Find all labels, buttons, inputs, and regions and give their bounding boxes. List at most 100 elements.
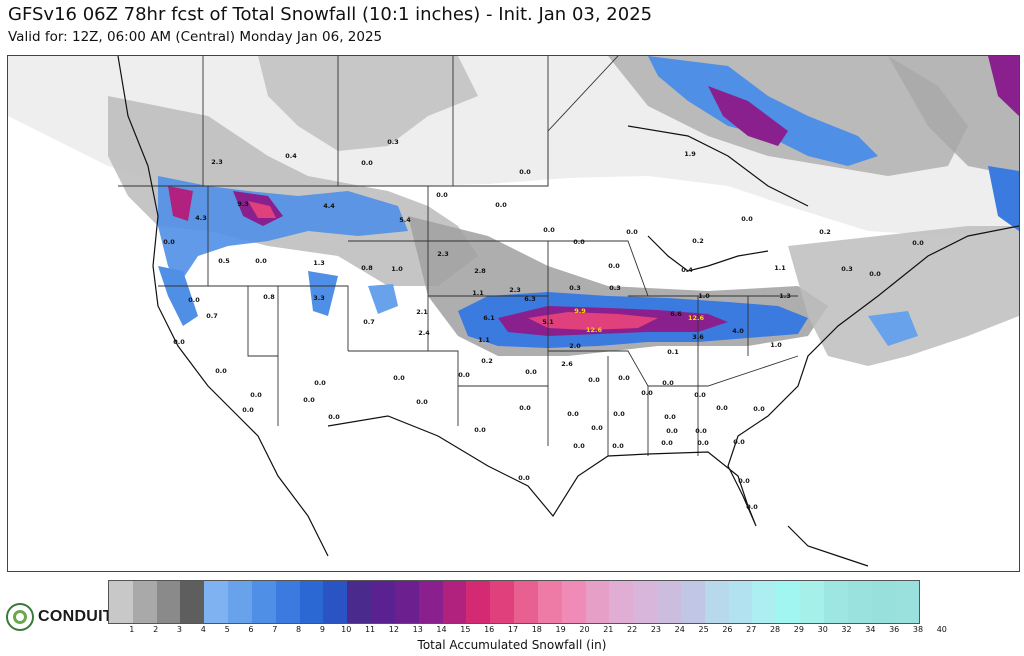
- snowfall-value-label: 0.0: [694, 391, 706, 399]
- snowfall-value-label: 0.1: [667, 348, 679, 356]
- colorbar-tick: 13: [412, 625, 423, 634]
- colorbar-tick: 36: [889, 625, 900, 634]
- snowfall-value-label: 0.0: [716, 404, 728, 412]
- colorbar-tick: 26: [722, 625, 733, 634]
- snowfall-value-label: 0.0: [519, 404, 531, 412]
- snowfall-value-label: 0.0: [458, 371, 470, 379]
- map-title: GFSv16 06Z 78hr fcst of Total Snowfall (…: [8, 4, 653, 25]
- snowfall-value-label: 4.3: [195, 214, 207, 222]
- colorbar-segment: [132, 581, 157, 623]
- snowfall-value-label: 9.9: [574, 307, 586, 315]
- colorbar-segment: [490, 581, 515, 623]
- snowfall-value-label: 0.0: [746, 503, 758, 511]
- snowfall-value-label: 0.0: [666, 427, 678, 435]
- snowfall-value-label: 0.0: [733, 438, 745, 446]
- snowfall-value-label: 0.0: [912, 239, 924, 247]
- colorbar-tick: 23: [650, 625, 662, 634]
- snowfall-value-label: 0.0: [163, 238, 175, 246]
- colorbar-tick: 27: [746, 625, 757, 634]
- colorbar-segment: [847, 581, 872, 623]
- snowfall-value-label: 0.0: [613, 410, 625, 418]
- colorbar-tick: 12: [388, 625, 399, 634]
- snowfall-value-label: 0.0: [361, 159, 373, 167]
- snowfall-value-label: 0.0: [641, 389, 653, 397]
- colorbar-tick: 38: [912, 625, 924, 634]
- snowfall-value-label: 0.0: [573, 442, 585, 450]
- valid-time-subtitle: Valid for: 12Z, 06:00 AM (Central) Monda…: [8, 29, 383, 45]
- snowfall-value-label: 2.3: [509, 286, 521, 294]
- snowfall-value-label: 0.0: [518, 474, 530, 482]
- colorbar-tick: 16: [484, 625, 495, 634]
- snowfall-value-label: 0.2: [819, 228, 831, 236]
- colorbar-tick: 1: [129, 625, 135, 634]
- colorbar-tick: 5: [224, 625, 230, 634]
- conduit-logo-icon: [6, 603, 34, 631]
- colorbar-segment: [347, 581, 372, 623]
- snowfall-value-label: 3.6: [692, 333, 704, 341]
- colorbar-tick: 30: [817, 625, 828, 634]
- snowfall-colorbar: [108, 580, 920, 624]
- snowfall-value-label: 1.3: [313, 259, 325, 267]
- colorbar-tick: 20: [579, 625, 590, 634]
- map-canvas: [8, 56, 1019, 571]
- colorbar-segment: [299, 581, 324, 623]
- snowfall-value-label: 0.0: [250, 391, 262, 399]
- snowfall-value-label: 0.0: [697, 439, 709, 447]
- snowfall-value-label: 1.1: [472, 289, 484, 297]
- snowfall-value-label: 0.0: [738, 477, 750, 485]
- snowfall-value-label: 4.4: [323, 202, 335, 210]
- colorbar-segment: [228, 581, 252, 623]
- colorbar-segment: [752, 581, 777, 623]
- snowfall-value-label: 1.1: [774, 264, 786, 272]
- snowfall-value-label: 0.0: [573, 238, 585, 246]
- colorbar-segment: [680, 581, 705, 623]
- colorbar-tick: 24: [674, 625, 685, 634]
- snowfall-value-label: 0.3: [387, 138, 399, 146]
- colorbar-segment: [204, 581, 229, 623]
- colorbar-segment: [514, 581, 538, 623]
- colorbar-tick: 10: [341, 625, 352, 634]
- colorbar-segment: [871, 581, 896, 623]
- colorbar-tick: 7: [272, 625, 278, 634]
- snowfall-value-label: 0.2: [692, 237, 704, 245]
- snowfall-value-label: 5.1: [542, 318, 554, 326]
- snowfall-value-label: 2.4: [418, 329, 430, 337]
- colorbar-tick-labels: 1 2 3 4 5 6 7 8 9 10 11 12 13 14 15 16 17 18 19 20 21 22 23 24 2…: [108, 625, 947, 637]
- snowfall-value-label: 0.5: [218, 257, 230, 265]
- snowfall-value-label: 0.0: [393, 374, 405, 382]
- colorbar-segment: [537, 581, 562, 623]
- snowfall-value-label: 0.0: [242, 406, 254, 414]
- snowfall-value-label: 0.0: [474, 426, 486, 434]
- snowfall-value-label: 12.6: [687, 314, 705, 322]
- colorbar-tick: 2: [153, 625, 159, 634]
- colorbar-segment: [800, 581, 824, 623]
- snowfall-value-label: 2.3: [211, 158, 223, 166]
- snowfall-value-label: 0.0: [695, 427, 707, 435]
- colorbar-tick: 14: [436, 625, 447, 634]
- colorbar-tick: 6: [248, 625, 254, 634]
- snowfall-value-label: 0.2: [481, 357, 493, 365]
- snowfall-value-label: 1.0: [391, 265, 403, 273]
- snowfall-value-label: 0.0: [416, 398, 428, 406]
- snowfall-value-label: 0.0: [626, 228, 638, 236]
- colorbar-segment: [704, 581, 729, 623]
- colorbar-segment: [561, 581, 586, 623]
- snowfall-value-label: 4.0: [732, 327, 744, 335]
- colorbar-segment: [657, 581, 681, 623]
- snowfall-value-label: 0.0: [314, 379, 326, 387]
- colorbar-segment: [275, 581, 300, 623]
- colorbar-tick: 32: [841, 625, 852, 634]
- snowfall-value-label: 0.0: [588, 376, 600, 384]
- snowfall-value-label: 0.0: [525, 368, 537, 376]
- snowfall-value-label: 2.1: [416, 308, 428, 316]
- colorbar-segment: [776, 581, 801, 623]
- snowfall-value-label: 0.0: [303, 396, 315, 404]
- colorbar-segment: [418, 581, 443, 623]
- snowfall-value-label: 6.3: [524, 295, 536, 303]
- snowfall-value-label: 0.7: [206, 312, 218, 320]
- snowfall-value-label: 6.1: [483, 314, 495, 322]
- colorbar-label: Total Accumulated Snowfall (in): [417, 638, 607, 652]
- snowfall-value-label: 1.0: [770, 341, 782, 349]
- colorbar-segment: [323, 581, 348, 623]
- snowfall-value-label: 0.0: [519, 168, 531, 176]
